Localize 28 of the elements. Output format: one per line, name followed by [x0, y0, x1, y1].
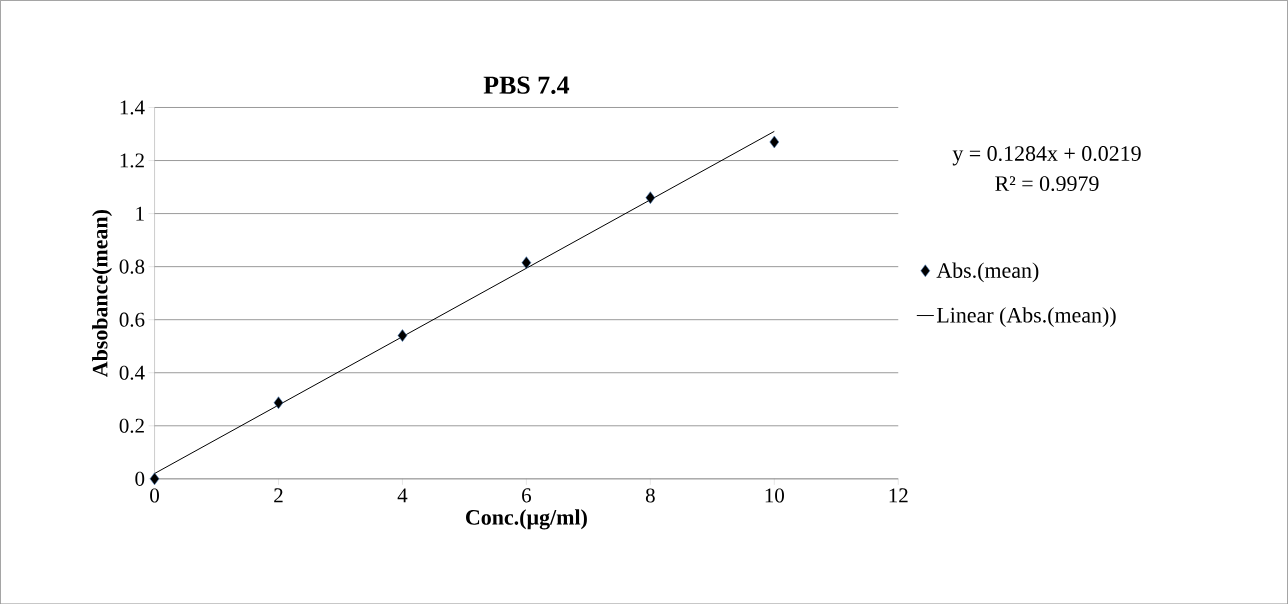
- y-tick-label: 0.2: [119, 418, 144, 433]
- y-tick-label: 1: [136, 206, 144, 221]
- point: [149, 472, 160, 485]
- x-tick-label: 12: [889, 488, 908, 503]
- y-tick-label: 0.6: [119, 312, 145, 327]
- x-tick-label: 8: [645, 488, 655, 503]
- chart-title: PBS 7.4: [483, 76, 570, 94]
- y-tick-label: 0.8: [119, 259, 145, 274]
- point: [273, 396, 284, 409]
- point: [521, 256, 532, 269]
- x-tick-label: 6: [522, 488, 532, 503]
- legend-label: Linear (Abs.(mean)): [936, 307, 1116, 327]
- point: [769, 135, 780, 149]
- text: R² = 0.9979: [995, 175, 1099, 191]
- y-axis-title: Absobance(mean): [92, 209, 112, 377]
- y-tick-label: 0.4: [119, 365, 145, 380]
- y-tick-label: 1.2: [120, 153, 144, 168]
- x-axis-title: Conc.(µg/ml): [466, 509, 587, 530]
- x-tick-label: 2: [274, 488, 283, 503]
- text: y = 0.1284x + 0.0219: [952, 145, 1141, 166]
- point: [397, 329, 408, 342]
- x-tick-label: 10: [765, 488, 784, 503]
- point: [645, 191, 656, 204]
- y-tick-label: 0: [135, 471, 145, 486]
- legend-label: Abs.(mean): [936, 262, 1039, 283]
- y-tick-label: 1.4: [120, 100, 145, 115]
- x-tick-label: 4: [397, 488, 408, 502]
- x-tick-label: 0: [150, 488, 159, 503]
